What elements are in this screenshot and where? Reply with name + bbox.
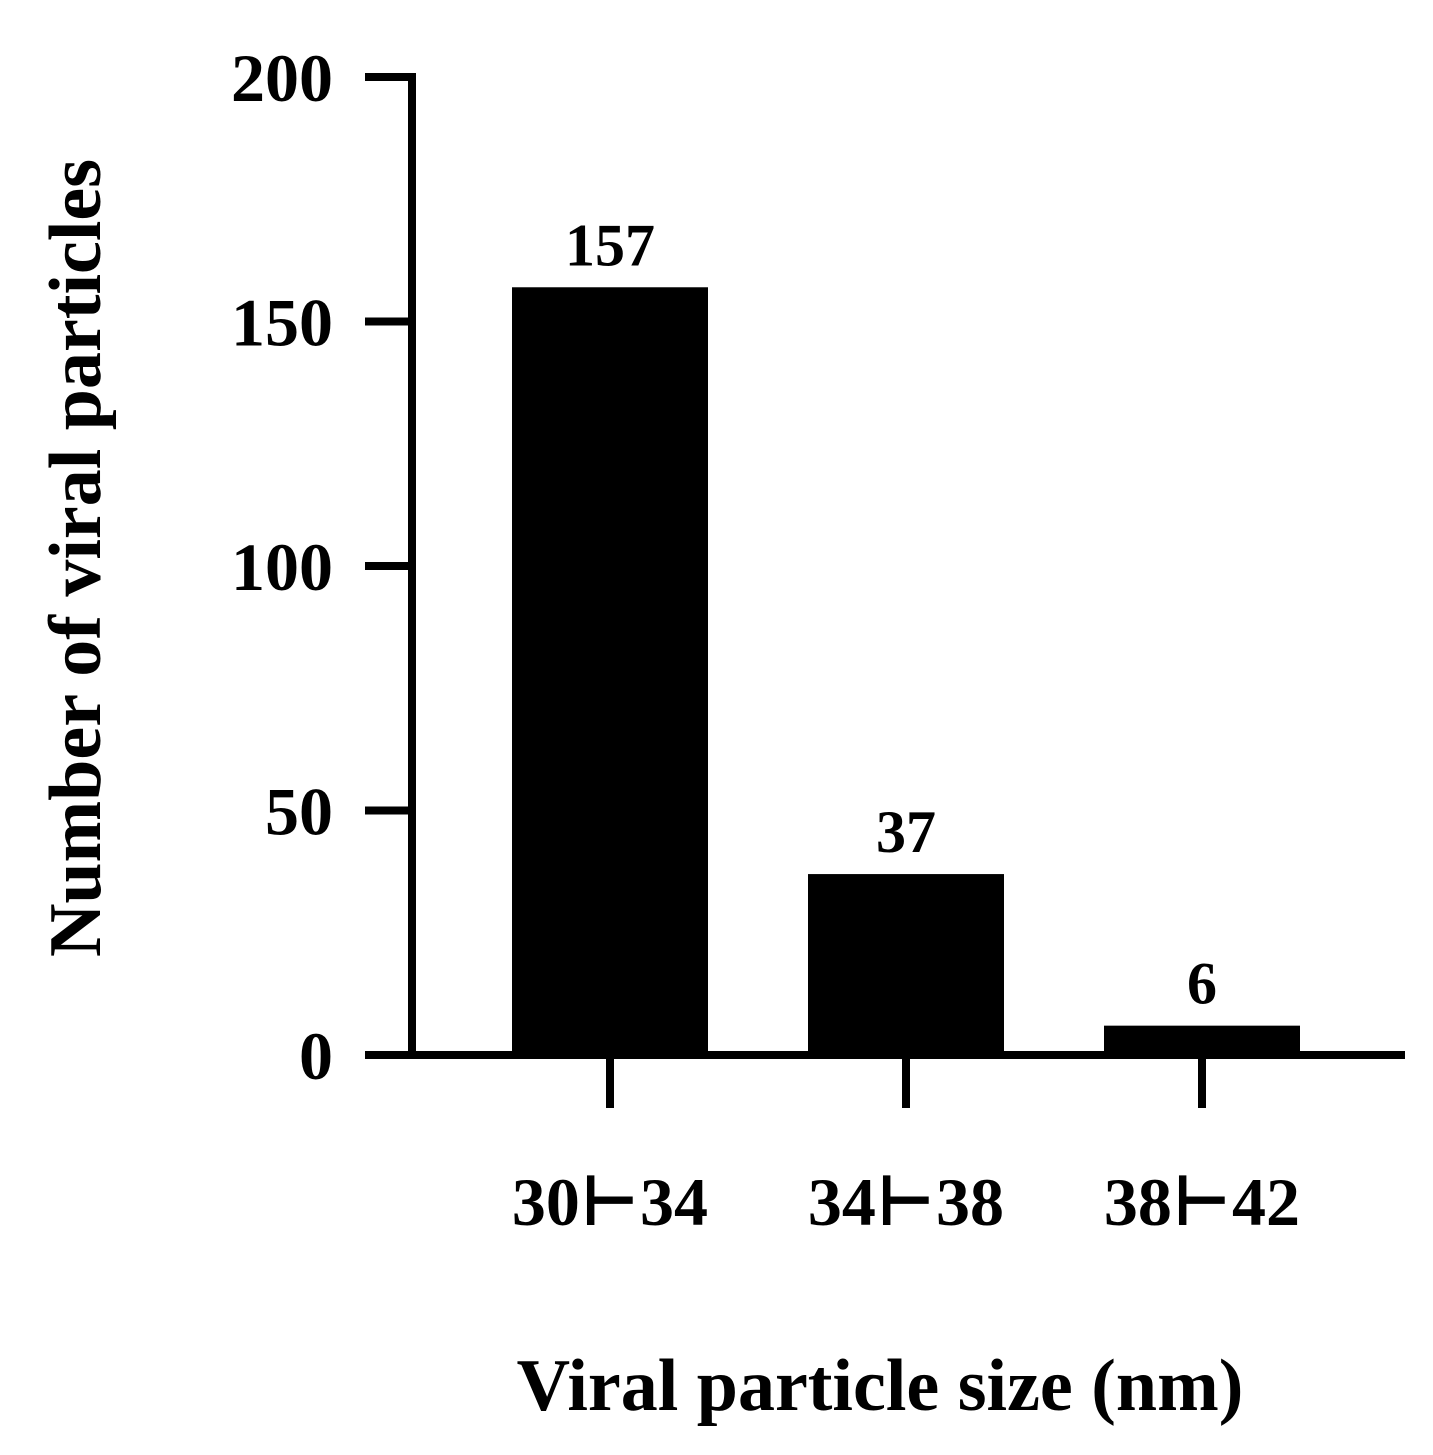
bars-layer [512, 287, 1300, 1055]
x-category-label-2: 34⊢38 [808, 1164, 1004, 1240]
y-tick-label-200: 200 [231, 40, 333, 116]
data-label-1: 157 [565, 212, 655, 278]
data-label-2: 37 [876, 799, 936, 865]
bar-1 [512, 287, 708, 1055]
axes-layer [365, 73, 1405, 1108]
x-axis-title: Viral particle size (nm) [517, 1345, 1244, 1427]
y-tick-label-100: 100 [231, 529, 333, 605]
bar-2 [808, 874, 1004, 1055]
y-tick-label-150: 150 [231, 285, 333, 361]
x-category-label-1: 30⊢34 [512, 1164, 708, 1240]
x-category-label-3: 38⊢42 [1104, 1164, 1300, 1240]
y-tick-label-0: 0 [299, 1018, 333, 1094]
y-tick-label-50: 50 [265, 774, 333, 850]
labels-layer: 0 50 100 150 200 30⊢34 34⊢38 38⊢42 157 37 6 [231, 40, 1300, 1240]
data-label-3: 6 [1187, 951, 1217, 1017]
y-axis-title: Number of viral particles [35, 159, 117, 957]
bar-3 [1104, 1025, 1300, 1055]
